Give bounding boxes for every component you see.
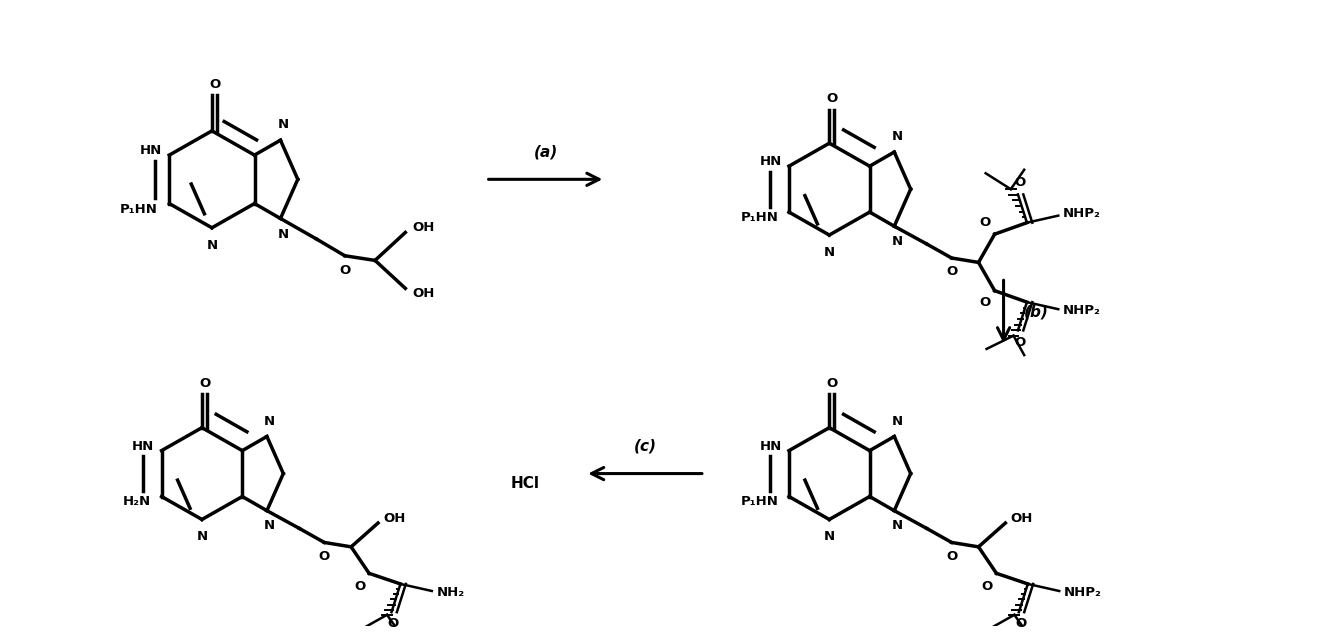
Text: N: N [277,228,289,241]
Text: N: N [891,130,903,144]
Text: O: O [387,617,399,631]
Text: (c): (c) [634,439,656,454]
Text: NHP₂: NHP₂ [1062,304,1101,318]
Text: P₁HN: P₁HN [740,495,778,509]
Text: O: O [981,580,993,592]
Text: O: O [979,296,991,309]
Text: N: N [207,239,217,252]
Text: NHP₂: NHP₂ [1063,586,1102,599]
Text: O: O [199,377,211,390]
Text: O: O [826,377,838,390]
Text: N: N [264,415,276,427]
Text: OH: OH [412,286,435,300]
Text: O: O [210,78,220,91]
Text: (b): (b) [1024,304,1049,319]
Text: OH: OH [383,512,406,525]
Text: HN: HN [760,156,782,168]
Text: N: N [891,415,903,427]
Text: O: O [945,265,957,278]
Text: HN: HN [760,439,782,453]
Text: N: N [277,118,289,131]
Text: N: N [891,519,903,533]
Text: P₁HN: P₁HN [740,211,778,224]
Text: P₁HN: P₁HN [121,203,158,216]
Text: HN: HN [139,144,162,157]
Text: OH: OH [412,221,435,234]
Text: H₂N: H₂N [123,495,151,509]
Text: O: O [945,549,957,563]
Text: N: N [823,530,835,543]
Text: OH: OH [1010,512,1033,525]
Text: O: O [1014,176,1025,189]
Text: NH₂: NH₂ [436,586,464,599]
Text: O: O [826,92,838,105]
Text: HCl: HCl [511,476,540,491]
Text: N: N [196,530,207,543]
Text: O: O [1014,336,1025,349]
Text: NHP₂: NHP₂ [1062,208,1101,220]
Text: N: N [823,246,835,258]
Text: (a): (a) [533,145,558,160]
Text: O: O [318,549,330,563]
Text: O: O [1014,617,1026,631]
Text: O: O [354,580,366,592]
Text: HN: HN [133,439,154,453]
Text: O: O [979,216,991,229]
Text: N: N [891,235,903,248]
Text: O: O [339,264,350,277]
Text: N: N [264,519,276,533]
